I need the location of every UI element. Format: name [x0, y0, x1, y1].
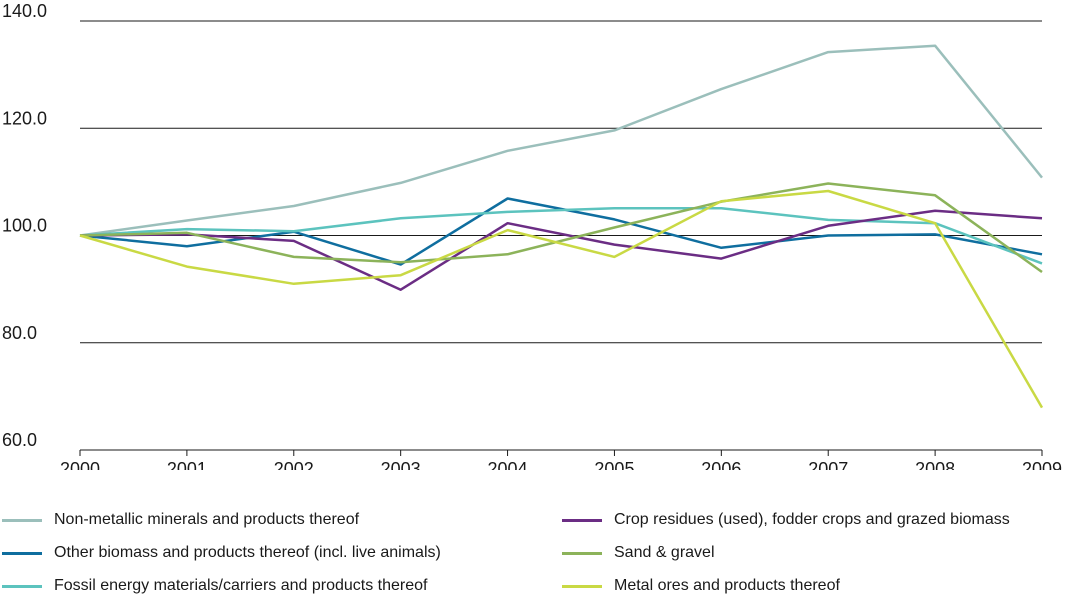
series-lines	[79, 44, 1044, 409]
x-tick-label: 2003	[381, 459, 421, 470]
x-tick-label: 2009	[1022, 459, 1062, 470]
legend-item: Fossil energy materials/carriers and pro…	[2, 573, 428, 599]
legend-swatch	[562, 584, 602, 588]
legend-swatch	[562, 551, 602, 555]
legend-item: Non-metallic minerals and products there…	[2, 507, 359, 533]
legend-label: Crop residues (used), fodder crops and g…	[614, 511, 1010, 528]
legend-label: Metal ores and products thereof	[614, 577, 840, 594]
legend-swatch	[2, 584, 42, 588]
x-tick-label: 2008	[915, 459, 955, 470]
x-tick-label: 2007	[808, 459, 848, 470]
y-tick-label: 100.0	[2, 216, 47, 236]
x-tick-label: 2001	[167, 459, 207, 470]
y-tick-label: 120.0	[2, 108, 47, 128]
x-tick-label: 2005	[594, 459, 634, 470]
legend-swatch	[2, 518, 42, 522]
series-line	[79, 182, 1043, 274]
line-chart: 60.0 80.0 100.0 120.0 140.0 2000 2001 2002 2003…	[2, 1, 1062, 470]
x-tick-label: 2000	[60, 459, 100, 470]
x-tick-label: 2006	[701, 459, 741, 470]
series-line	[79, 44, 1043, 237]
legend-item: Crop residues (used), fodder crops and g…	[562, 507, 1010, 533]
x-tick-label: 2002	[274, 459, 314, 470]
series-line	[79, 209, 1043, 291]
legend-label: Non-metallic minerals and products there…	[54, 511, 360, 528]
y-tick-label: 140.0	[2, 1, 47, 21]
legend-swatch	[562, 518, 602, 522]
legend-swatch	[2, 551, 42, 555]
legend-label: Sand & gravel	[614, 544, 715, 561]
y-tick-label: 60.0	[2, 430, 37, 450]
legend-label: Other biomass and products thereof (incl…	[54, 544, 441, 561]
legend: Non-metallic minerals and products there…	[0, 470, 1091, 605]
x-axis: 2000 2001 2002 2003 2004 2005 2006 2007 2008 2009	[60, 449, 1062, 470]
series-line	[79, 197, 1043, 266]
series-line	[79, 206, 1043, 265]
gridlines	[80, 20, 1042, 344]
x-tick-label: 2004	[488, 459, 528, 470]
y-tick-label: 80.0	[2, 323, 37, 343]
series-line	[79, 189, 1044, 409]
legend-item: Sand & gravel	[562, 540, 715, 566]
legend-label: Fossil energy materials/carriers and pro…	[54, 577, 428, 594]
legend-item: Other biomass and products thereof (incl…	[2, 540, 441, 566]
y-axis-tick-labels: 60.0 80.0 100.0 120.0 140.0	[2, 1, 47, 450]
legend-item: Metal ores and products thereof	[562, 573, 840, 599]
